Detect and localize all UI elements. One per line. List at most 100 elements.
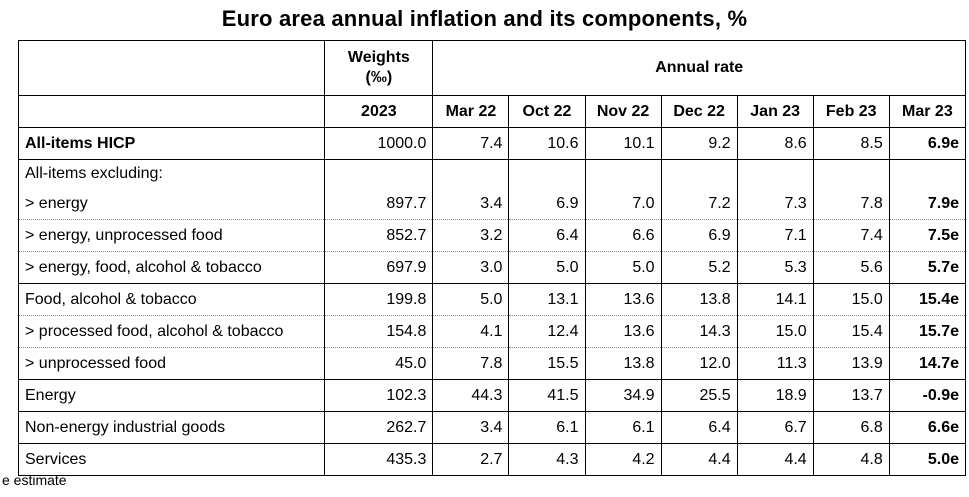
value-cell: 4.2 [585, 443, 662, 476]
weights-header-line2: (‰) [365, 69, 393, 86]
value-cell: 4.4 [737, 443, 814, 476]
table-row: All-items HICP 1000.0 7.4 10.6 10.1 9.2 8.6 8.5… [17, 127, 967, 160]
value-cell: 12.0 [661, 347, 738, 380]
value-cell: 5.6 [813, 251, 890, 284]
value-cell: 7.2 [661, 188, 738, 220]
value-cell [585, 159, 662, 188]
value-cell: 7.0 [585, 188, 662, 220]
value-cell: 4.8 [813, 443, 890, 476]
value-cell: 6.4 [508, 219, 586, 252]
value-cell: 15.0 [737, 315, 814, 348]
value-cell: 13.8 [585, 347, 662, 380]
value-cell [889, 159, 967, 188]
value-cell: 6.6e [889, 411, 967, 444]
weights-year-header: 2023 [324, 95, 434, 128]
value-cell: 34.9 [585, 379, 662, 412]
value-cell: 13.6 [585, 315, 662, 348]
row-label: Services [17, 443, 326, 476]
value-cell: 13.1 [508, 283, 586, 316]
value-cell: 15.7e [889, 315, 967, 348]
value-cell: 41.5 [508, 379, 586, 412]
weight-cell: 897.7 [324, 188, 434, 220]
row-label: > processed food, alcohol & tobacco [17, 315, 326, 348]
weight-cell: 1000.0 [324, 127, 434, 160]
value-cell: 13.8 [661, 283, 738, 316]
value-cell: 8.6 [737, 127, 814, 160]
row-label: Food, alcohol & tobacco [17, 283, 326, 316]
weight-cell: 154.8 [324, 315, 434, 348]
weight-cell: 45.0 [324, 347, 434, 380]
value-cell: 14.1 [737, 283, 814, 316]
table-row: All-items excluding: [17, 159, 967, 188]
value-cell: 3.2 [432, 219, 510, 252]
month-header: Feb 23 [813, 95, 890, 128]
table-title: Euro area annual inflation and its compo… [221, 6, 748, 31]
header-blank-cell [17, 40, 326, 96]
value-cell: 6.9e [889, 127, 967, 160]
value-cell: 15.4 [813, 315, 890, 348]
value-cell: 13.7 [813, 379, 890, 412]
value-cell: 6.9 [661, 219, 738, 252]
weight-cell: 199.8 [324, 283, 434, 316]
value-cell: 4.3 [508, 443, 586, 476]
weight-cell [324, 159, 434, 188]
month-header: Mar 23 [889, 95, 967, 128]
value-cell: 7.8 [432, 347, 510, 380]
value-cell: 6.1 [508, 411, 586, 444]
value-cell: 6.6 [585, 219, 662, 252]
table-row: > energy, unprocessed food 852.7 3.2 6.4 6.6… [17, 219, 967, 252]
value-cell [432, 159, 510, 188]
month-header: Dec 22 [661, 95, 738, 128]
weight-cell: 102.3 [324, 379, 434, 412]
value-cell [813, 159, 890, 188]
table-row: Energy 102.3 44.3 41.5 34.9 25.5 18.9 13.7 -0.9e [17, 379, 967, 412]
value-cell: 6.9 [508, 188, 586, 220]
value-cell: 7.9e [889, 188, 967, 220]
value-cell [508, 159, 586, 188]
month-header: Mar 22 [432, 95, 510, 128]
value-cell: 10.6 [508, 127, 586, 160]
value-cell: 7.3 [737, 188, 814, 220]
value-cell: 15.5 [508, 347, 586, 380]
table-row: > energy, food, alcohol & tobacco 697.9 3.… [17, 251, 967, 284]
value-cell [661, 159, 738, 188]
value-cell: 5.0e [889, 443, 967, 476]
value-cell: 15.4e [889, 283, 967, 316]
value-cell: 5.0 [432, 283, 510, 316]
value-cell: 5.3 [737, 251, 814, 284]
table-row: > energy 897.7 3.4 6.9 7.0 7.2 7.3 7.8 7.9e [17, 188, 967, 220]
value-cell: 10.1 [585, 127, 662, 160]
weights-header: Weights (‰) [324, 40, 434, 96]
inflation-table: Weights (‰) Annual rate 2023 Mar 22 Oct 2… [17, 40, 967, 476]
value-cell: 9.2 [661, 127, 738, 160]
table-row: > unprocessed food 45.0 7.8 15.5 13.8 12.0 11.… [17, 347, 967, 380]
value-cell: 6.8 [813, 411, 890, 444]
value-cell: 5.0 [585, 251, 662, 284]
row-label: > energy, unprocessed food [17, 219, 326, 252]
month-header: Oct 22 [508, 95, 586, 128]
value-cell: 6.7 [737, 411, 814, 444]
value-cell: 13.6 [585, 283, 662, 316]
weight-cell: 435.3 [324, 443, 434, 476]
value-cell: 25.5 [661, 379, 738, 412]
value-cell: 7.4 [432, 127, 510, 160]
annual-rate-header: Annual rate [432, 40, 966, 96]
value-cell: 3.0 [432, 251, 510, 284]
value-cell: 6.4 [661, 411, 738, 444]
table-row: Non-energy industrial goods 262.7 3.4 6.1 6.… [17, 411, 967, 444]
row-label: Non-energy industrial goods [17, 411, 326, 444]
value-cell: 14.7e [889, 347, 967, 380]
value-cell: 6.1 [585, 411, 662, 444]
value-cell: 2.7 [432, 443, 510, 476]
value-cell: 14.3 [661, 315, 738, 348]
value-cell: 7.8 [813, 188, 890, 220]
row-label: All-items HICP [17, 127, 326, 160]
value-cell: 4.4 [661, 443, 738, 476]
value-cell: 44.3 [432, 379, 510, 412]
weight-cell: 697.9 [324, 251, 434, 284]
value-cell: 4.1 [432, 315, 510, 348]
value-cell: 7.1 [737, 219, 814, 252]
footnote: e estimate [2, 472, 67, 488]
weight-cell: 852.7 [324, 219, 434, 252]
value-cell: 11.3 [737, 347, 814, 380]
